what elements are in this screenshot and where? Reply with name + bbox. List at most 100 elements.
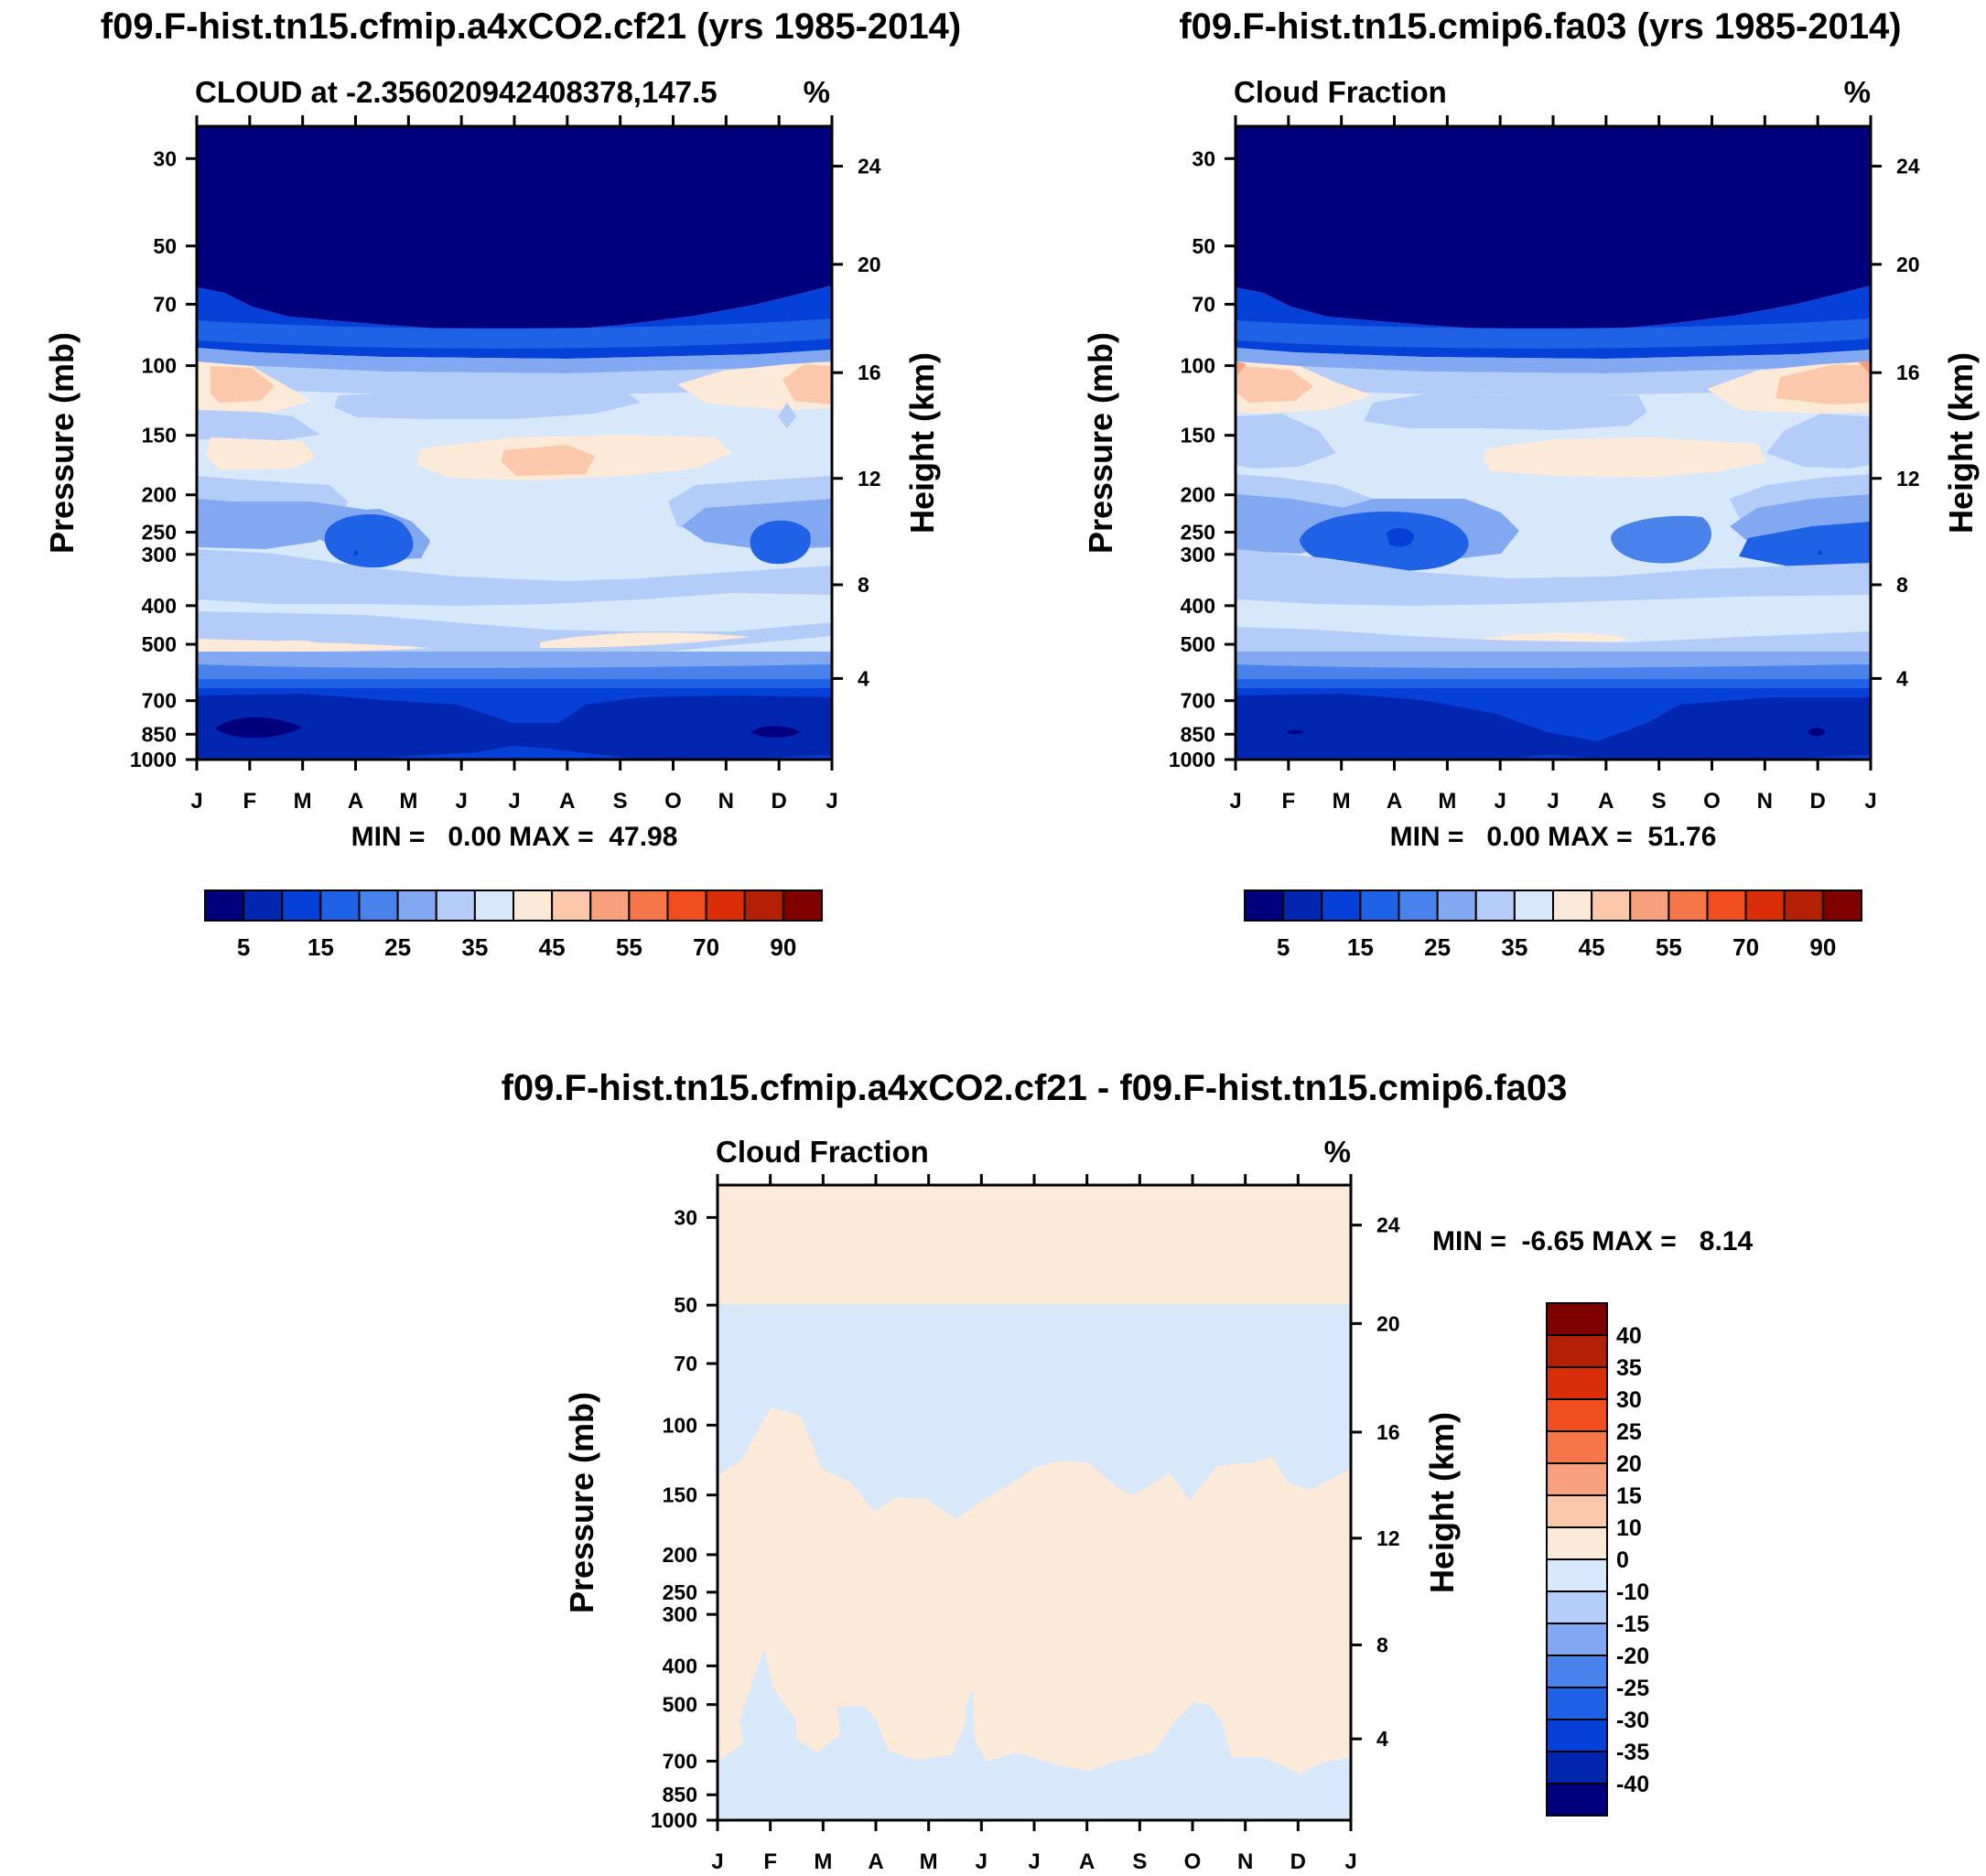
y-tick-label: 850 bbox=[663, 1783, 697, 1806]
y-tick-label: 30 bbox=[1192, 146, 1215, 170]
colorbar-swatch bbox=[243, 889, 284, 922]
colorbar-swatch bbox=[1546, 1494, 1608, 1528]
colorbar-swatch bbox=[1436, 889, 1477, 922]
y-tick-label: 30 bbox=[153, 146, 177, 170]
panel-c-title: f09.F-hist.tn15.cfmip.a4xCO2.cf21 - f09.… bbox=[502, 1068, 1568, 1108]
colorbar-swatch bbox=[358, 889, 399, 922]
colorbar-swatch bbox=[1359, 889, 1400, 922]
colorbar-label: -25 bbox=[1616, 1676, 1649, 1701]
colorbar-swatch bbox=[1546, 1398, 1608, 1432]
panel-b-title: f09.F-hist.tn15.cmip6.fa03 (yrs 1985-201… bbox=[1179, 6, 1901, 47]
colorbar-swatch bbox=[281, 889, 322, 922]
colorbar-label: 55 bbox=[616, 933, 642, 961]
panel-c-y-label: Pressure (mb) bbox=[563, 1392, 600, 1613]
y-tick-label: 200 bbox=[1181, 483, 1215, 507]
x-tick-label: F bbox=[243, 789, 256, 814]
panel-b-left-label: Cloud Fraction bbox=[1234, 75, 1447, 109]
panel-b-y-label: Pressure (mb) bbox=[1082, 332, 1119, 554]
height-tick-label: 8 bbox=[1376, 1633, 1388, 1656]
height-tick-label: 16 bbox=[1376, 1420, 1400, 1444]
panel-c-contour-field bbox=[718, 1185, 1351, 1820]
colorbar-swatch bbox=[1546, 1590, 1608, 1624]
y-tick-label: 50 bbox=[1192, 234, 1215, 258]
colorbar-swatch bbox=[782, 889, 823, 922]
colorbar-label: -15 bbox=[1616, 1612, 1649, 1637]
colorbar-label: 25 bbox=[384, 933, 411, 961]
height-tick-label: 4 bbox=[858, 666, 869, 690]
x-tick-label: J bbox=[1229, 789, 1241, 814]
height-tick-label: 16 bbox=[1896, 361, 1920, 384]
x-tick-label: N bbox=[1757, 789, 1773, 814]
x-tick-label: A bbox=[559, 789, 575, 814]
colorbar-label: 10 bbox=[1616, 1515, 1642, 1541]
y-tick-label: 250 bbox=[1181, 521, 1215, 544]
colorbar-swatch bbox=[1546, 1687, 1608, 1720]
panel-a-unit-label: % bbox=[804, 75, 830, 109]
panel-a-left-label: CLOUD at -2.356020942408378,147.5 bbox=[195, 75, 718, 109]
colorbar-swatch bbox=[1552, 889, 1593, 922]
y-tick-label: 100 bbox=[1181, 354, 1215, 378]
colorbar-swatch bbox=[1546, 1558, 1608, 1592]
colorbar-swatch bbox=[1546, 1334, 1608, 1368]
x-tick-label: M bbox=[1438, 789, 1456, 814]
x-tick-label: S bbox=[1132, 1849, 1147, 1874]
height-tick-label: 24 bbox=[858, 155, 881, 178]
height-tick-label: 4 bbox=[1376, 1727, 1388, 1751]
y-tick-label: 50 bbox=[674, 1293, 697, 1317]
colorbar-swatch bbox=[435, 889, 476, 922]
y-tick-label: 700 bbox=[1181, 689, 1215, 713]
colorbar-label: 70 bbox=[693, 933, 719, 961]
colorbar-swatch bbox=[1321, 889, 1362, 922]
x-tick-label: M bbox=[1333, 789, 1351, 814]
colorbar-label: 90 bbox=[1809, 933, 1836, 961]
y-tick-label: 700 bbox=[142, 689, 177, 713]
colorbar-label: 35 bbox=[1501, 933, 1527, 961]
colorbar-swatch bbox=[1282, 889, 1323, 922]
y-tick-label: 150 bbox=[663, 1483, 697, 1507]
height-tick-label: 20 bbox=[858, 253, 881, 276]
x-tick-label: J bbox=[1864, 789, 1876, 814]
x-tick-label: D bbox=[1290, 1849, 1306, 1874]
colorbar-label: 20 bbox=[1616, 1451, 1642, 1477]
panel-c-left-label: Cloud Fraction bbox=[716, 1135, 929, 1169]
panel-a: f09.F-hist.tn15.cfmip.a4xCO2.cf21 (yrs 1… bbox=[43, 6, 961, 961]
height-tick-label: 8 bbox=[1896, 573, 1908, 597]
x-tick-label: A bbox=[1598, 789, 1614, 814]
y-tick-label: 500 bbox=[1181, 632, 1215, 656]
colorbar-swatch bbox=[319, 889, 361, 922]
y-tick-label: 700 bbox=[663, 1749, 697, 1773]
colorbar-swatch bbox=[1474, 889, 1516, 922]
x-tick-label: M bbox=[920, 1849, 938, 1874]
colorbar-label: 15 bbox=[1616, 1483, 1642, 1509]
colorbar-swatch bbox=[1546, 1783, 1608, 1817]
y-tick-label: 150 bbox=[1181, 424, 1215, 447]
colorbar-label: 45 bbox=[539, 933, 566, 961]
x-tick-label: D bbox=[771, 789, 786, 814]
colorbar-swatch bbox=[473, 889, 514, 922]
panel-a-colorbar: 5 15 25 35 45 55 70 90 bbox=[204, 889, 823, 961]
panel-b-y2-label: Height (km) bbox=[1942, 352, 1980, 534]
colorbar-label: 35 bbox=[461, 933, 488, 961]
y-tick-label: 200 bbox=[142, 483, 177, 507]
colorbar-label: 25 bbox=[1424, 933, 1451, 961]
colorbar-swatch bbox=[204, 889, 245, 922]
x-tick-label: J bbox=[508, 789, 520, 814]
y-tick-label: 850 bbox=[1181, 722, 1215, 746]
panel-a-y2-label: Height (km) bbox=[903, 352, 941, 534]
colorbar-swatch bbox=[1546, 1302, 1608, 1336]
y-tick-label: 250 bbox=[142, 521, 177, 544]
height-tick-label: 20 bbox=[1376, 1311, 1400, 1335]
y-tick-label: 150 bbox=[142, 424, 177, 447]
y-tick-label: 70 bbox=[1192, 292, 1215, 316]
colorbar-swatch bbox=[1706, 889, 1747, 922]
panel-a-contour-field bbox=[197, 126, 832, 760]
colorbar-label: 5 bbox=[237, 933, 250, 961]
y-tick-label: 400 bbox=[663, 1654, 697, 1677]
x-tick-label: J bbox=[1028, 1849, 1040, 1874]
x-tick-label: J bbox=[190, 789, 202, 814]
x-tick-label: A bbox=[348, 789, 363, 814]
panel-c-unit-label: % bbox=[1324, 1135, 1351, 1169]
height-tick-label: 12 bbox=[858, 467, 881, 491]
colorbar-label: -10 bbox=[1616, 1580, 1649, 1605]
